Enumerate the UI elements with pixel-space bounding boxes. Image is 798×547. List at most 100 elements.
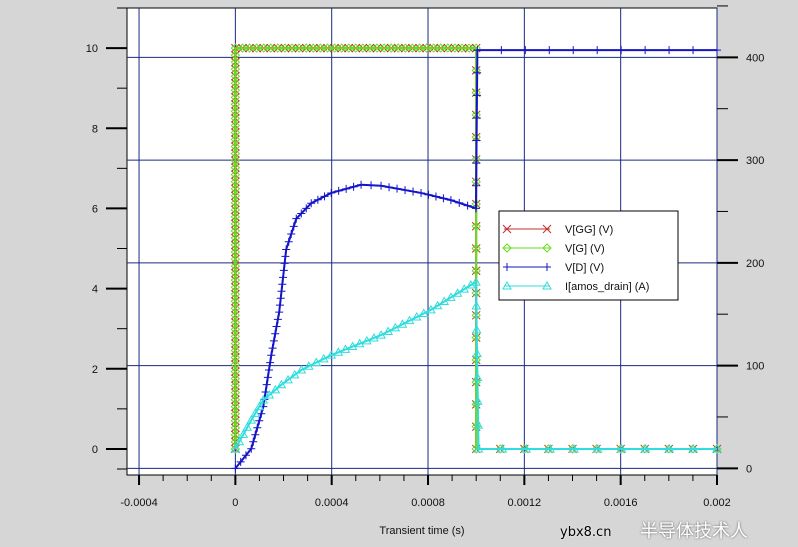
data-point: [230, 395, 241, 405]
data-point: [254, 401, 265, 411]
data-point: [519, 444, 530, 454]
data-point: [230, 359, 241, 370]
data-point: [397, 319, 408, 328]
data-point: [376, 330, 386, 339]
data-point: [457, 43, 467, 53]
data-point: [471, 243, 481, 254]
legend-marker: [542, 224, 552, 234]
data-point: [230, 423, 241, 433]
watermark-site: ybx8.cn: [560, 525, 612, 540]
data-point: [713, 46, 721, 55]
x-tick-label: 0: [232, 497, 238, 509]
legend-marker: [503, 263, 511, 271]
data-point: [251, 43, 262, 53]
data-point: [471, 43, 481, 53]
data-point: [354, 338, 365, 348]
y2-tick-label: 0: [746, 463, 752, 475]
data-point: [404, 315, 415, 325]
data-point: [230, 373, 241, 384]
data-point: [230, 416, 241, 426]
data-point: [336, 43, 347, 53]
data-point: [275, 308, 284, 317]
data-point: [284, 237, 293, 246]
data-point: [289, 222, 298, 231]
data-point: [297, 209, 306, 218]
data-point: [230, 240, 241, 250]
data-point: [230, 331, 241, 342]
data-point: [409, 187, 418, 196]
data-point: [367, 181, 376, 190]
data-point: [301, 43, 311, 53]
data-point: [369, 332, 379, 342]
data-point: [230, 43, 241, 53]
data-point: [230, 338, 241, 349]
data-point: [230, 444, 241, 454]
data-point: [471, 221, 481, 231]
data-point: [641, 46, 650, 55]
data-point: [386, 43, 396, 53]
legend-label: V[GG] (V): [565, 224, 613, 236]
data-point: [268, 344, 277, 353]
y-tick-label: 8: [92, 123, 98, 135]
data-point: [230, 443, 241, 453]
data-point: [236, 457, 245, 466]
data-point: [230, 92, 241, 103]
data-point: [689, 46, 698, 55]
data-point: [277, 287, 286, 296]
data-point: [593, 46, 602, 55]
data-point: [247, 444, 256, 453]
data-point: [393, 43, 403, 53]
data-point: [242, 422, 253, 431]
data-point: [471, 266, 481, 276]
data-point: [230, 148, 241, 159]
data-point: [264, 389, 275, 399]
data-point: [230, 282, 241, 292]
data-point: [250, 408, 261, 417]
data-point: [269, 336, 278, 345]
axes: -0.0004 0 0.0004 0.0008 0.0012 0.0016 0.002 0 2 4…: [86, 5, 764, 509]
data-point: [279, 266, 288, 275]
legend: V[GG] (V) V[G] (V) V[D] (V) I[amos_drain] (…: [498, 210, 679, 301]
data-point: [664, 443, 675, 453]
series-group: [230, 43, 722, 473]
data-point: [411, 312, 422, 321]
data-point: [237, 43, 248, 53]
data-point: [230, 303, 241, 313]
data-point: [230, 324, 241, 335]
data-point: [280, 43, 290, 53]
data-point: [246, 415, 257, 424]
data-point: [472, 348, 482, 358]
data-point: [230, 430, 241, 440]
data-point: [253, 423, 262, 432]
data-point: [230, 275, 241, 285]
data-point: [455, 198, 464, 207]
data-point: [357, 180, 366, 189]
data-point: [238, 429, 249, 439]
data-point: [414, 43, 425, 53]
data-point: [326, 350, 337, 359]
legend-label: V[D] (V): [565, 262, 604, 274]
legend-marker: [502, 280, 512, 290]
data-point: [349, 182, 358, 191]
data-point: [276, 294, 285, 303]
data-point: [464, 43, 474, 53]
data-point: [230, 113, 241, 124]
data-point: [473, 443, 484, 453]
data-point: [230, 50, 241, 60]
data-point: [358, 43, 368, 53]
data-point: [230, 219, 241, 229]
data-point: [279, 273, 288, 282]
data-point: [307, 199, 316, 208]
data-point: [333, 347, 344, 356]
data-point: [472, 181, 481, 190]
data-point: [296, 364, 307, 374]
data-point: [383, 326, 394, 335]
data-point: [303, 361, 314, 370]
data-point: [472, 136, 481, 145]
data-point: [231, 464, 240, 473]
data-point: [263, 373, 272, 382]
series-2: [231, 46, 721, 473]
data-point: [472, 396, 483, 405]
data-point: [426, 304, 436, 314]
legend-marker: [542, 243, 552, 253]
